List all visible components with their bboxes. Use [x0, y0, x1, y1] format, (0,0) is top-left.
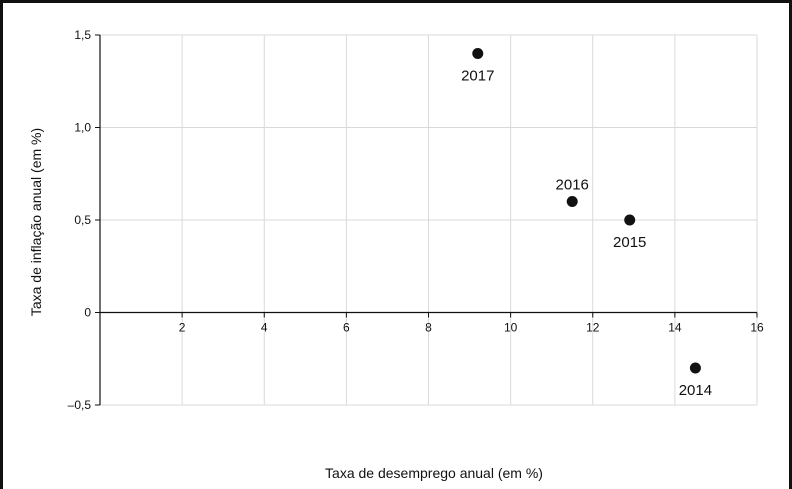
- data-points: 2017 2016 2015 2014: [461, 48, 712, 399]
- x-tick-label: 6: [343, 321, 350, 335]
- x-tick-label: 4: [261, 321, 268, 335]
- y-tick-labels: 1,5 1,0 0,5 0 –0,5: [68, 28, 92, 412]
- x-tick-labels: 2 4 6 8 10 12 14 16: [179, 321, 764, 335]
- x-tick-label: 14: [668, 321, 682, 335]
- data-point-label: 2015: [613, 234, 646, 251]
- x-tick-label: 8: [425, 321, 432, 335]
- data-point-label: 2017: [461, 68, 494, 85]
- y-axis-title: Taxa de inflação anual (em %): [28, 128, 44, 316]
- x-axis-title: Taxa de desemprego anual (em %): [325, 465, 543, 481]
- y-tick-label: –0,5: [68, 398, 92, 412]
- data-point-2016: [566, 196, 578, 207]
- x-tick-label: 2: [179, 321, 186, 335]
- data-point-2014: [689, 362, 701, 374]
- y-tick-label: 1,5: [74, 28, 91, 42]
- axes: [95, 34, 758, 406]
- data-point-label: 2014: [679, 382, 712, 399]
- x-tick-label: 16: [750, 321, 764, 335]
- y-tick-label: 0: [84, 306, 91, 320]
- y-tick-label: 0,5: [74, 213, 91, 227]
- y-tick-label: 1,0: [74, 121, 91, 135]
- data-point-2017: [472, 48, 484, 59]
- data-point-2015: [624, 214, 636, 226]
- data-point-label: 2016: [556, 177, 589, 194]
- x-tick-label: 12: [586, 321, 600, 335]
- x-tick-label: 10: [504, 321, 518, 335]
- grid: [100, 34, 758, 406]
